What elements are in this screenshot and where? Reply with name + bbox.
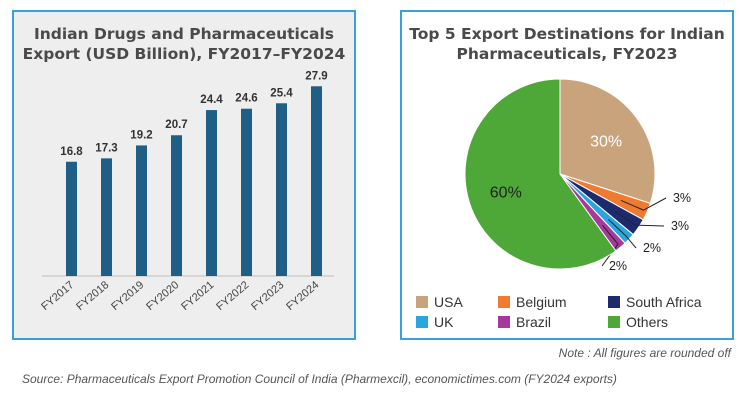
pie-slice-label: 60% — [490, 185, 522, 202]
source-text: Source: Pharmaceuticals Export Promotion… — [22, 372, 617, 386]
pie-chart-title-line-2: Pharmaceuticals, FY2023 — [456, 45, 678, 63]
legend-item-usa: USA — [416, 294, 498, 310]
pie-chart-panel: Top 5 Export Destinations for Indian Pha… — [400, 10, 734, 340]
bar-chart-title-line-1: Indian Drugs and Pharmaceuticals — [33, 25, 335, 43]
x-tick-label: FY2018 — [74, 279, 111, 313]
legend-swatch — [498, 316, 510, 328]
footnote: Note : All figures are rounded off — [558, 346, 731, 360]
pie-chart-title-line-1: Top 5 Export Destinations for Indian — [409, 25, 725, 43]
legend-label: Brazil — [516, 314, 552, 330]
pie-slice-label: 3% — [671, 219, 689, 233]
bar-FY2020 — [171, 135, 182, 276]
bar-value-label: 24.4 — [200, 94, 223, 106]
pie-chart-svg: 30% 3% 3% 2% 2% 60% — [464, 78, 691, 273]
bar-value-label: 17.3 — [95, 142, 117, 154]
legend-item-brazil: Brazil — [498, 314, 608, 330]
pie-slice-label: 30% — [590, 133, 622, 150]
bar-FY2021 — [206, 110, 217, 276]
legend-swatch — [498, 296, 510, 308]
x-tick-label: FY2021 — [179, 279, 216, 313]
pie-slice-others — [464, 78, 617, 270]
legend-label: Belgium — [516, 294, 567, 310]
x-tick-label: FY2017 — [39, 279, 76, 313]
pie-leader-line — [614, 210, 665, 227]
legend-item-south-africa: South Africa — [608, 294, 728, 310]
pie-slice-label: 2% — [609, 259, 627, 273]
legend-swatch — [608, 316, 620, 328]
bar-chart-panel: Indian Drugs and Pharmaceuticals Export … — [12, 10, 356, 340]
bar-FY2018 — [101, 158, 112, 276]
x-tick-label: FY2024 — [284, 279, 321, 313]
pie-legend: USA Belgium South Africa UK Brazil Others — [416, 294, 726, 330]
bar-value-label: 24.6 — [235, 93, 257, 105]
pie-slice-label: 3% — [673, 191, 691, 205]
legend-swatch — [416, 296, 428, 308]
bar-value-label: 20.7 — [165, 119, 187, 131]
bar-FY2024 — [311, 86, 322, 276]
pie-slice-label: 2% — [643, 241, 661, 255]
bar-FY2017 — [66, 161, 77, 276]
legend-swatch — [416, 316, 428, 328]
legend-item-others: Others — [608, 314, 728, 330]
bar-value-label: 19.2 — [130, 129, 152, 141]
x-tick-label: FY2023 — [249, 279, 286, 313]
legend-item-uk: UK — [416, 314, 498, 330]
legend-label: UK — [434, 314, 454, 330]
bar-value-label: 25.4 — [270, 87, 293, 99]
pie-chart-title: Top 5 Export Destinations for Indian Pha… — [402, 24, 732, 64]
pie-leader-line — [608, 219, 637, 249]
bar-chart-title-line-2: Export (USD Billion), FY2017–FY2024 — [22, 45, 346, 63]
pie-slice-usa — [559, 78, 656, 204]
legend-swatch — [608, 296, 620, 308]
pie-leader-line — [620, 197, 667, 211]
x-tick-label: FY2022 — [214, 279, 251, 313]
bar-chart-svg: 16.8 FY2017 17.3 FY2018 19.2 FY2019 20.7 FY2020… — [39, 70, 334, 313]
legend-label: South Africa — [626, 294, 702, 310]
bar-FY2023 — [276, 103, 287, 276]
x-tick-label: FY2020 — [144, 279, 181, 313]
legend-label: USA — [434, 294, 463, 310]
legend-label: Others — [626, 314, 669, 330]
bar-value-label: 16.8 — [60, 146, 83, 158]
bar-FY2022 — [241, 108, 252, 276]
legend-item-belgium: Belgium — [498, 294, 608, 310]
bar-chart-title: Indian Drugs and Pharmaceuticals Export … — [14, 24, 354, 64]
bar-FY2019 — [136, 145, 147, 276]
pie-leader-line — [601, 224, 619, 267]
x-tick-label: FY2019 — [109, 279, 146, 313]
bar-value-label: 27.9 — [305, 70, 327, 82]
